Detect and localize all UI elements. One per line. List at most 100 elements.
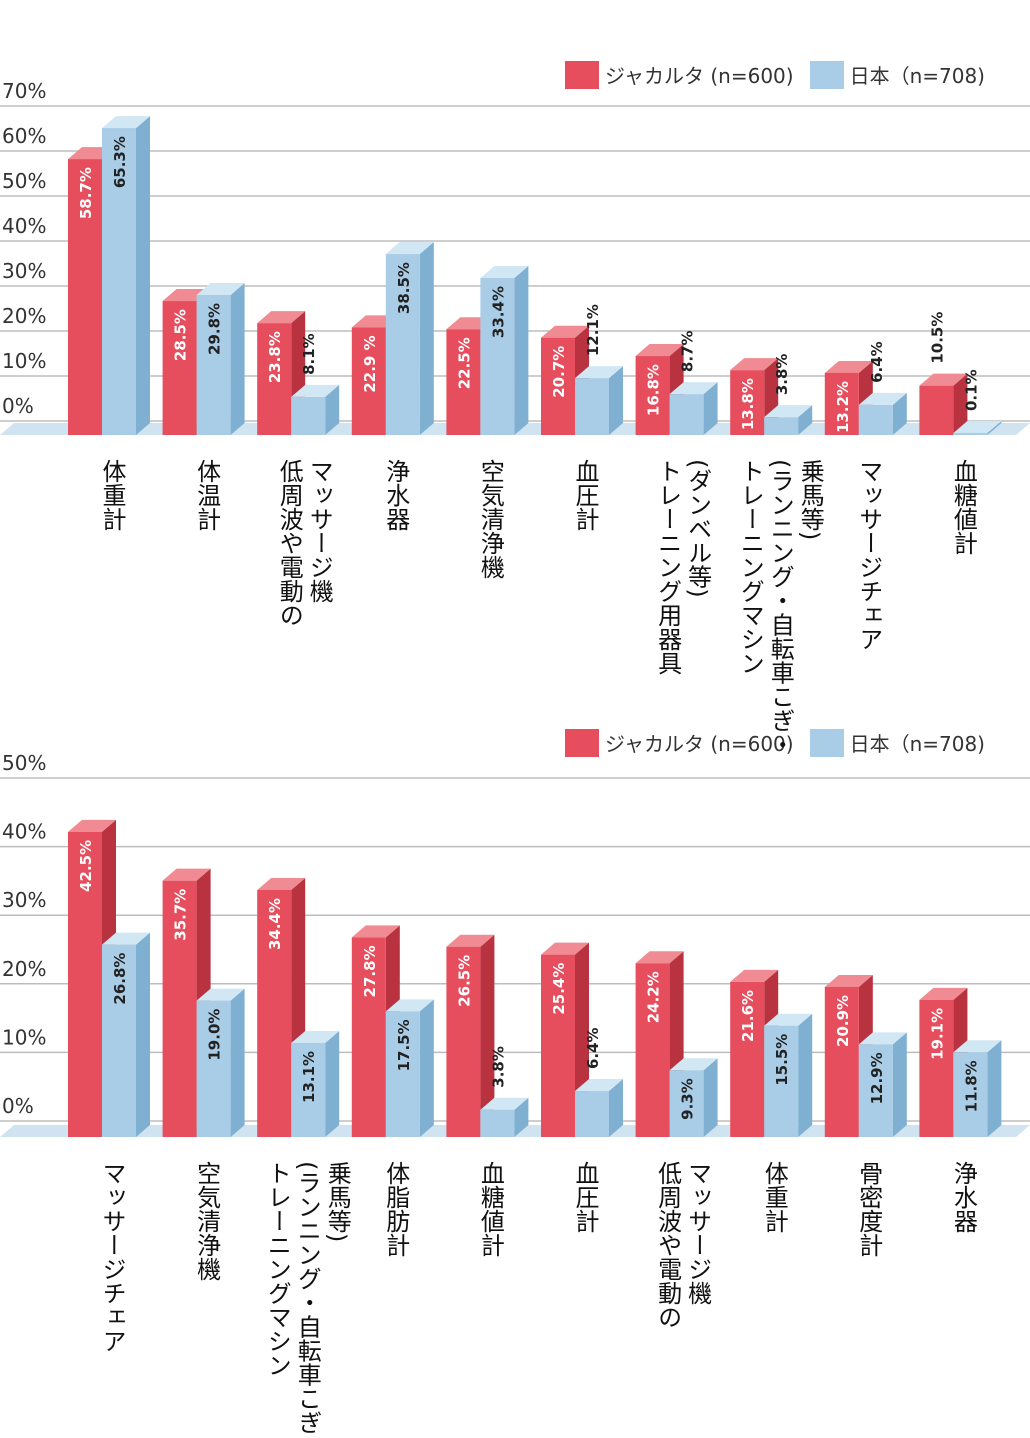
category-label: トレーニングマシン — [263, 1161, 291, 1377]
category-label: 乗馬等) — [796, 459, 824, 540]
bar-side — [609, 1079, 623, 1137]
category-label: トレーニング用器具 — [654, 459, 682, 675]
category-label: 浄水器 — [949, 1161, 977, 1233]
bar-jakarta — [541, 954, 575, 1137]
bar-jakarta — [919, 385, 954, 435]
bar-top — [102, 116, 150, 129]
data-label: 15.5% — [773, 1034, 791, 1086]
legend-chart-1: ジャカルタ (n=600) 日本（n=708) — [565, 60, 985, 89]
category-label: 血圧計 — [571, 459, 599, 531]
bar-japan — [575, 1091, 609, 1137]
category-label: (ダンベル等) — [684, 459, 712, 598]
data-label: 28.5% — [172, 309, 190, 361]
category-label: マッサージチェア — [855, 459, 883, 651]
bar-japan — [196, 294, 231, 435]
bar-jakarta — [351, 937, 386, 1137]
data-label: 9.3% — [679, 1078, 697, 1120]
bar-japan — [575, 378, 609, 435]
y-tick-label: 0% — [2, 394, 34, 418]
category-label: 体温計 — [193, 459, 221, 531]
category-label: 骨密度計 — [855, 1161, 883, 1257]
bar-top — [446, 934, 495, 947]
bar-japan — [196, 1000, 231, 1137]
bar-top — [858, 1032, 907, 1045]
chart-2: 50% 40% 30% 20% 10% 0% 42.5% 26.8% マッサージチェア 35.7%… — [0, 751, 1030, 1438]
bar-japan — [953, 433, 988, 435]
data-label: 6.4% — [868, 341, 886, 383]
bar-top — [824, 974, 873, 987]
bar-top — [291, 384, 340, 397]
data-label: 17.5% — [395, 1019, 413, 1071]
bar-top — [102, 932, 150, 945]
bar-top — [953, 421, 1002, 433]
data-label: 21.6% — [739, 990, 757, 1042]
bar-japan — [669, 394, 704, 435]
legend-item-japan: 日本（n=708) — [809, 60, 985, 89]
bar-japan — [858, 1044, 893, 1137]
bar-top — [196, 988, 245, 1001]
bar-side — [419, 242, 434, 435]
bar-japan — [480, 1109, 515, 1137]
category-label: 体重計 — [760, 1161, 788, 1233]
bar-jakarta — [68, 831, 102, 1137]
bar-jakarta — [446, 946, 481, 1137]
bar-japan — [858, 404, 893, 435]
bar-top — [196, 282, 245, 295]
bar-top — [953, 1040, 1002, 1053]
bar-top — [919, 987, 968, 1000]
bar-jakarta — [824, 986, 859, 1137]
data-label: 16.8% — [645, 364, 663, 416]
category-label: 体重計 — [98, 459, 126, 531]
bar-side — [703, 1058, 718, 1137]
bar-top — [480, 1097, 529, 1110]
category-label: 乗馬等) — [323, 1161, 351, 1242]
bar-side — [136, 932, 150, 1137]
category-label: 体脂肪計 — [382, 1161, 410, 1257]
y-tick-label: 20% — [2, 304, 46, 328]
bar-japan — [764, 417, 799, 435]
legend-swatch-japan — [809, 60, 844, 89]
category-label: マッサージチェア — [98, 1161, 126, 1353]
data-label: 22.5% — [455, 337, 473, 389]
bar-top — [162, 868, 211, 881]
legend-label-japan: 日本（n=708) — [849, 732, 985, 756]
category-label: マッサージ機 — [305, 459, 333, 603]
bar-side — [798, 1013, 813, 1137]
bar-side — [230, 988, 245, 1137]
bar-side — [609, 366, 623, 435]
bar-japan — [291, 1042, 326, 1137]
bar-side — [230, 282, 245, 435]
bar-side — [325, 1030, 340, 1137]
data-label: 25.4% — [550, 963, 568, 1015]
bar-japan — [102, 128, 136, 435]
legend-swatch-jakarta — [565, 60, 599, 89]
category-label: (ランニング・自転車こぎ・ — [293, 1161, 321, 1438]
chart-1: 70% 60% 50% 40% 30% 20% 10% 0% 58.7% 65.3% 体重計 28.5… — [0, 79, 1030, 756]
bar-top — [858, 392, 907, 405]
bar-japan — [385, 1011, 420, 1137]
legend-swatch-jakarta — [565, 728, 599, 757]
data-label: 3.8% — [773, 354, 791, 396]
bar-top — [351, 925, 400, 938]
data-label: 8.7% — [679, 331, 697, 373]
bar-side — [987, 1040, 1002, 1137]
data-label: 11.8% — [962, 1060, 980, 1112]
legend-item-jakarta: ジャカルタ (n=600) — [565, 728, 794, 757]
legend-label-jakarta: ジャカルタ (n=600) — [605, 64, 794, 88]
bar-side — [798, 405, 813, 435]
data-label: 13.2% — [834, 381, 852, 433]
bar-side — [136, 116, 150, 435]
bar-top — [541, 325, 589, 338]
y-tick-label: 60% — [2, 124, 46, 148]
data-label: 19.0% — [206, 1009, 224, 1061]
category-label: マッサージ機 — [684, 1161, 712, 1305]
bar-side — [514, 1097, 529, 1137]
data-label: 65.3% — [111, 136, 129, 188]
bar-jakarta — [635, 963, 670, 1137]
y-tick-label: 10% — [2, 349, 46, 373]
category-label: (ランニング・自転車こぎ・ — [766, 459, 794, 756]
data-label: 13.8% — [739, 378, 757, 430]
bar-jakarta — [635, 356, 670, 435]
data-label: 23.8% — [266, 331, 284, 383]
